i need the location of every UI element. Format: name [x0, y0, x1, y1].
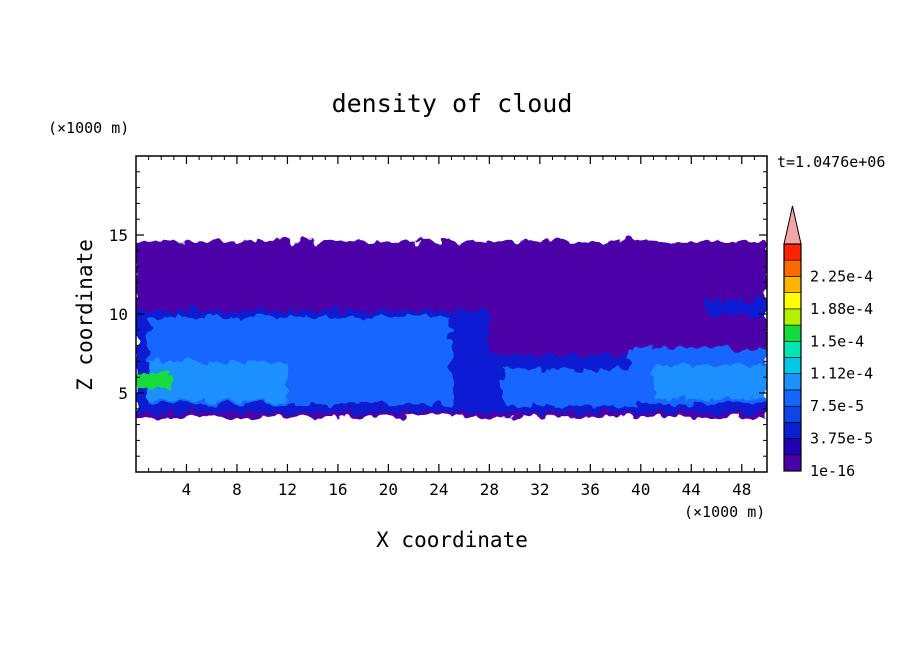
y-axis-ticks: 5 10 15	[109, 171, 767, 457]
y-tick-label: 5	[118, 384, 128, 403]
colorbar-segment	[783, 308, 802, 326]
x-axis-title: X coordinate	[376, 528, 528, 552]
x-tick-label: 16	[328, 480, 347, 499]
x-tick-label: 48	[732, 480, 751, 499]
x-tick-label: 24	[429, 480, 448, 499]
colorbar-label: 1e-16	[810, 462, 855, 480]
x-tick-label: 12	[278, 480, 297, 499]
x-tick-label: 28	[480, 480, 499, 499]
x-tick-label: 44	[682, 480, 701, 499]
colorbar-segment	[783, 259, 802, 277]
colorbar-segment	[783, 454, 802, 472]
colorbar-segment	[783, 373, 802, 391]
colorbar-segment	[783, 422, 802, 439]
density-region	[653, 364, 767, 400]
colorbar-segment	[783, 438, 802, 456]
colorbar-segment	[783, 243, 802, 261]
colorbar-segment	[783, 389, 802, 407]
x-tick-label: 20	[379, 480, 398, 499]
colorbar-label: 3.75e-5	[810, 430, 873, 448]
colorbar-label: 2.25e-4	[810, 267, 873, 285]
y-axis-title: Z coordinate	[73, 239, 97, 391]
x-unit-label: (×1000 m)	[684, 503, 765, 521]
colorbar-label: 1.88e-4	[810, 300, 873, 318]
density-region	[136, 372, 174, 389]
time-label: t=1.0476e+06	[777, 153, 885, 171]
colorbar-segment	[783, 276, 802, 293]
colorbar-label: 7.5e-5	[810, 397, 864, 415]
chart-title: density of cloud	[332, 89, 573, 118]
colorbar-label: 1.5e-4	[810, 332, 864, 350]
y-unit-label: (×1000 m)	[48, 119, 129, 137]
y-tick-label: 10	[109, 305, 128, 324]
x-tick-label: 32	[530, 480, 549, 499]
colorbar-segment	[783, 324, 802, 342]
colorbar: 1e-16 3.75e-5 7.5e-5 1.12e-4 1.5e-4 1.88e-4 2.…	[783, 205, 873, 480]
colorbar-frame	[783, 243, 802, 472]
density-region	[501, 369, 641, 406]
colorbar-segment	[783, 357, 802, 375]
colorbar-segment	[783, 340, 802, 358]
colorbar-extend-arrow	[783, 205, 802, 245]
density-region	[703, 299, 767, 316]
x-tick-label: 36	[581, 480, 600, 499]
x-tick-label: 40	[631, 480, 650, 499]
colorbar-segment	[783, 292, 802, 310]
x-tick-label: 8	[232, 480, 242, 499]
plot-area	[136, 156, 767, 472]
y-tick-label: 15	[109, 226, 128, 245]
x-tick-label: 4	[182, 480, 192, 499]
colorbar-segment	[783, 405, 802, 423]
density-field	[136, 241, 767, 417]
x-axis-ticks: 4 8 12 16 20 24 28 32 36 40 44 48	[148, 156, 755, 499]
colorbar-label: 1.12e-4	[810, 365, 873, 383]
